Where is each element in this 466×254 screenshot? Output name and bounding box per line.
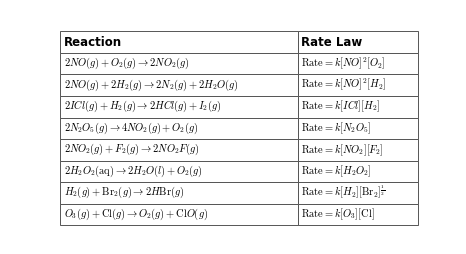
Text: $\mathrm{Rate} = k[O_3][\mathrm{Cl}]$: $\mathrm{Rate} = k[O_3][\mathrm{Cl}]$ [302,207,375,222]
Bar [298,161,418,182]
Bar [298,118,418,139]
Bar [60,53,298,74]
Text: $\mathrm{Rate} = k[ICl][H_2]$: $\mathrm{Rate} = k[ICl][H_2]$ [302,99,380,115]
Text: $2H_2O_2(\mathrm{aq}) \rightarrow 2H_2O(l) + O_2(g)$: $2H_2O_2(\mathrm{aq}) \rightarrow 2H_2O(… [64,164,202,179]
Text: $\mathrm{Rate} = k[NO]^2[H_2]$: $\mathrm{Rate} = k[NO]^2[H_2]$ [302,77,386,93]
Bar [60,139,298,161]
Text: $2NO(g) + 2H_2(g) \rightarrow 2N_2(g) + 2H_2O(g)$: $2NO(g) + 2H_2(g) \rightarrow 2N_2(g) + … [64,78,238,93]
Bar [298,74,418,96]
Text: Rate Law: Rate Law [302,36,363,49]
Text: $2NO_2(g) + F_2(g) \rightarrow 2NO_2F(g)$: $2NO_2(g) + F_2(g) \rightarrow 2NO_2F(g)… [64,142,199,157]
Text: $2N_2O_5(g) \rightarrow 4NO_2(g) + O_2(g)$: $2N_2O_5(g) \rightarrow 4NO_2(g) + O_2(g… [64,121,198,136]
Text: $\mathrm{Rate} = k[N_2O_5]$: $\mathrm{Rate} = k[N_2O_5]$ [302,121,371,136]
Bar [60,182,298,203]
Text: $\mathrm{Rate} = k[NO_2][F_2]$: $\mathrm{Rate} = k[NO_2][F_2]$ [302,142,384,157]
Bar [60,31,298,53]
Text: $H_2(g) + \mathrm{Br}_2(g) \rightarrow 2H\mathrm{Br}(g)$: $H_2(g) + \mathrm{Br}_2(g) \rightarrow 2… [64,185,184,200]
Text: $2NO(g) + O_2(g) \rightarrow 2NO_2(g)$: $2NO(g) + O_2(g) \rightarrow 2NO_2(g)$ [64,56,189,71]
Bar [60,74,298,96]
Text: $\mathrm{Rate} = k[H_2][\mathrm{Br}_2]^{\frac{1}{2}}$: $\mathrm{Rate} = k[H_2][\mathrm{Br}_2]^{… [302,184,386,201]
Bar [298,53,418,74]
Text: $\mathrm{Rate} = k[NO]^2[O_2]$: $\mathrm{Rate} = k[NO]^2[O_2]$ [302,56,386,72]
Bar [298,31,418,53]
Bar [60,96,298,118]
Text: Reaction: Reaction [64,36,122,49]
Bar [298,139,418,161]
Text: $\mathrm{Rate} = k[H_2O_2]$: $\mathrm{Rate} = k[H_2O_2]$ [302,164,372,179]
Bar [298,96,418,118]
Text: $2ICl(g) + H_2(g) \rightarrow 2HCl(g) + I_2(g)$: $2ICl(g) + H_2(g) \rightarrow 2HCl(g) + … [64,99,221,114]
Bar [60,161,298,182]
Bar [298,203,418,225]
Bar [60,203,298,225]
Bar [60,118,298,139]
Text: $O_3(g) + \mathrm{Cl}(g) \rightarrow O_2(g) + \mathrm{Cl}O(g)$: $O_3(g) + \mathrm{Cl}(g) \rightarrow O_2… [64,207,208,222]
Bar [298,182,418,203]
